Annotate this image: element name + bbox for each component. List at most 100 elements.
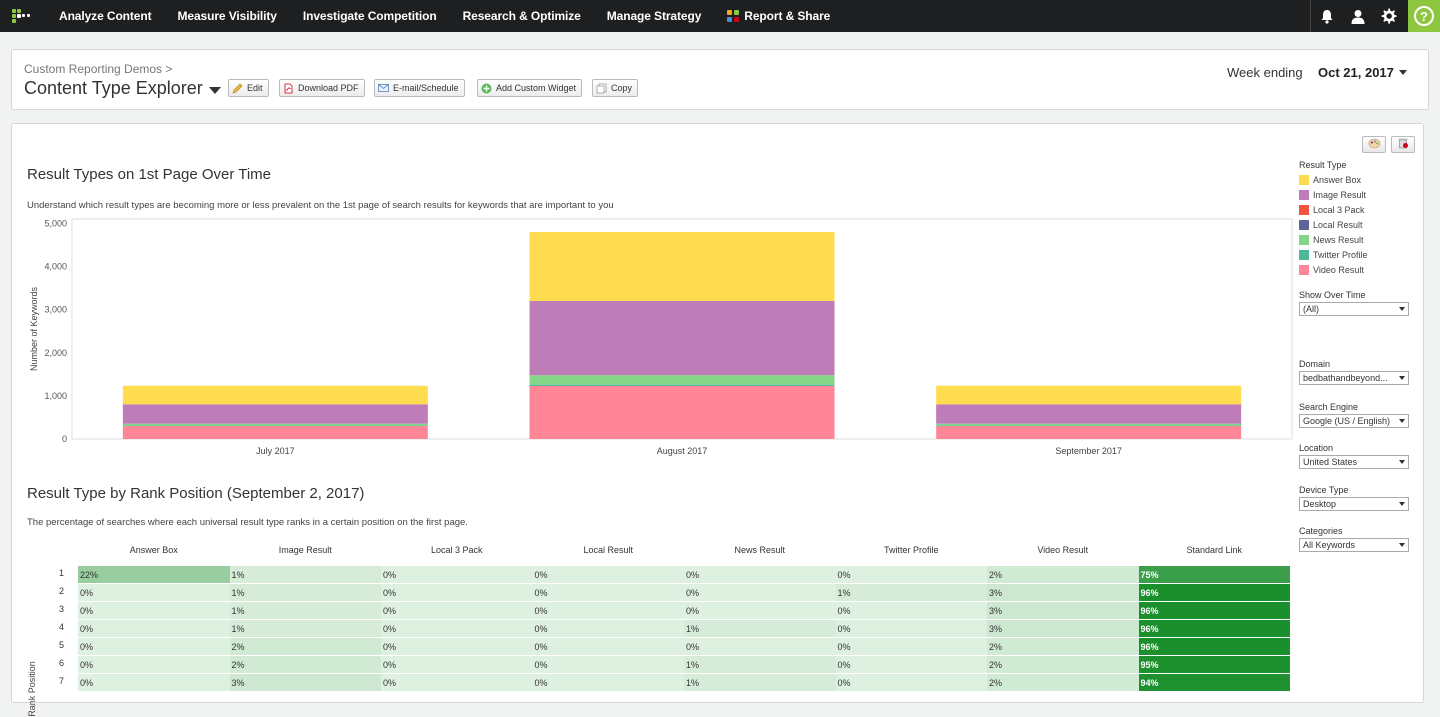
app-logo[interactable] [0, 0, 46, 32]
column-header[interactable]: Local 3 Pack [430, 545, 483, 555]
heatmap-cell[interactable]: 0% [835, 602, 987, 619]
heatmap-cell[interactable]: 0% [381, 566, 533, 583]
heatmap-cell[interactable]: 3% [987, 620, 1139, 637]
heatmap-cell[interactable]: 0% [78, 656, 230, 673]
column-header[interactable]: Image Result [278, 545, 332, 555]
heatmap-cell[interactable]: 1% [684, 620, 836, 637]
categories-select[interactable]: All Keywords [1299, 538, 1409, 552]
heatmap-cell[interactable]: 0% [532, 620, 684, 637]
heatmap-cell[interactable]: 0% [78, 674, 230, 691]
device-type-select[interactable]: Desktop [1299, 497, 1409, 511]
heatmap-cell[interactable]: 1% [229, 620, 381, 637]
heatmap-cell[interactable]: 96% [1138, 620, 1290, 637]
download-pdf-button[interactable]: Download PDF [279, 79, 365, 97]
heatmap-cell[interactable]: 0% [381, 620, 533, 637]
bar-segment [122, 404, 428, 424]
heatmap-cell[interactable]: 96% [1138, 584, 1290, 601]
heatmap-cell[interactable]: 0% [532, 638, 684, 655]
copy-button[interactable]: Copy [592, 79, 639, 97]
heatmap-cell[interactable]: 0% [684, 638, 836, 655]
heatmap-cell[interactable]: 0% [684, 584, 836, 601]
heatmap-cell[interactable]: 96% [1138, 602, 1290, 619]
nav-measure-visibility[interactable]: Measure Visibility [177, 9, 277, 23]
heatmap-cell[interactable]: 0% [78, 584, 230, 601]
nav-report-share[interactable]: Report & Share [714, 0, 843, 32]
location-select[interactable]: United States [1299, 455, 1409, 469]
heatmap-cell[interactable]: 0% [684, 566, 836, 583]
heatmap-cell[interactable]: 1% [835, 584, 987, 601]
heatmap-cell[interactable]: 94% [1138, 674, 1290, 691]
heatmap-cell[interactable]: 0% [78, 602, 230, 619]
heatmap-cell[interactable]: 0% [381, 656, 533, 673]
legend-item[interactable]: Local Result [1299, 217, 1419, 232]
heatmap-cell[interactable]: 0% [532, 602, 684, 619]
heatmap-cell[interactable]: 0% [78, 620, 230, 637]
bell-icon[interactable] [1311, 0, 1342, 32]
heatmap-cell[interactable]: 0% [835, 620, 987, 637]
gear-icon[interactable] [1373, 0, 1404, 32]
heatmap-cell[interactable]: 0% [381, 602, 533, 619]
heatmap-cell[interactable]: 0% [835, 566, 987, 583]
nav-research-optimize[interactable]: Research & Optimize [462, 9, 581, 23]
nav-investigate-competition[interactable]: Investigate Competition [302, 9, 437, 23]
heatmap-cell[interactable]: 3% [987, 602, 1139, 619]
email-schedule-button[interactable]: E-mail/Schedule [374, 79, 465, 97]
column-header[interactable]: Video Result [1037, 545, 1089, 555]
legend-item[interactable]: Twitter Profile [1299, 247, 1419, 262]
bar-segment [122, 385, 428, 405]
edit-button[interactable]: Edit [228, 79, 269, 97]
heatmap-cell[interactable]: 2% [987, 674, 1139, 691]
heatmap-cell[interactable]: 3% [229, 674, 381, 691]
heatmap-cell[interactable]: 0% [381, 638, 533, 655]
legend-item[interactable]: Local 3 Pack [1299, 202, 1419, 217]
heatmap-cell[interactable]: 1% [684, 674, 836, 691]
heatmap-cell[interactable]: 2% [229, 638, 381, 655]
heatmap-cell[interactable]: 95% [1138, 656, 1290, 673]
breadcrumb[interactable]: Custom Reporting Demos > [24, 62, 173, 76]
heatmap-cell[interactable]: 0% [381, 584, 533, 601]
column-header[interactable]: Local Result [583, 545, 634, 555]
show-over-time-select[interactable]: (All) [1299, 302, 1409, 316]
heatmap-cell[interactable]: 96% [1138, 638, 1290, 655]
heatmap-cell[interactable]: 22% [78, 566, 230, 583]
nav-analyze-content[interactable]: Analyze Content [59, 9, 152, 23]
week-ending-dropdown[interactable]: Oct 21, 2017 [1318, 65, 1407, 80]
column-header[interactable]: Standard Link [1186, 545, 1243, 555]
heatmap-cell[interactable]: 0% [381, 674, 533, 691]
heatmap-cell[interactable]: 0% [835, 638, 987, 655]
heatmap-cell[interactable]: 0% [532, 674, 684, 691]
heatmap-cell[interactable]: 1% [229, 602, 381, 619]
page-title-dropdown[interactable]: Content Type Explorer [24, 78, 221, 99]
user-icon[interactable] [1342, 0, 1373, 32]
help-button[interactable]: ? [1408, 0, 1440, 32]
legend-item[interactable]: Answer Box [1299, 172, 1419, 187]
heatmap-cell[interactable]: 75% [1138, 566, 1290, 583]
add-custom-widget-button[interactable]: Add Custom Widget [477, 79, 583, 97]
heatmap-cell[interactable]: 0% [532, 584, 684, 601]
column-header[interactable]: Answer Box [129, 545, 178, 555]
search-engine-select[interactable]: Google (US / English) [1299, 414, 1409, 428]
heatmap-cell[interactable]: 1% [684, 656, 836, 673]
nav-manage-strategy[interactable]: Manage Strategy [606, 9, 702, 23]
heatmap-cell[interactable]: 2% [987, 656, 1139, 673]
heatmap-cell[interactable]: 0% [835, 674, 987, 691]
heatmap-cell[interactable]: 0% [835, 656, 987, 673]
heatmap-cell[interactable]: 2% [987, 566, 1139, 583]
heatmap-cell[interactable]: 0% [532, 656, 684, 673]
heatmap-cell[interactable]: 3% [987, 584, 1139, 601]
heatmap-cell[interactable]: 0% [78, 638, 230, 655]
heatmap-cell[interactable]: 0% [532, 566, 684, 583]
heatmap-cell[interactable]: 1% [229, 584, 381, 601]
edit-widget-button[interactable] [1362, 136, 1386, 153]
column-header[interactable]: Twitter Profile [883, 545, 939, 555]
legend-item[interactable]: Video Result [1299, 262, 1419, 277]
delete-widget-button[interactable] [1391, 136, 1415, 153]
column-header[interactable]: News Result [734, 545, 785, 555]
heatmap-cell[interactable]: 1% [229, 566, 381, 583]
legend-item[interactable]: Image Result [1299, 187, 1419, 202]
heatmap-cell[interactable]: 0% [684, 602, 836, 619]
heatmap-cell[interactable]: 2% [987, 638, 1139, 655]
legend-item[interactable]: News Result [1299, 232, 1419, 247]
domain-select[interactable]: bedbathandbeyond... [1299, 371, 1409, 385]
heatmap-cell[interactable]: 2% [229, 656, 381, 673]
